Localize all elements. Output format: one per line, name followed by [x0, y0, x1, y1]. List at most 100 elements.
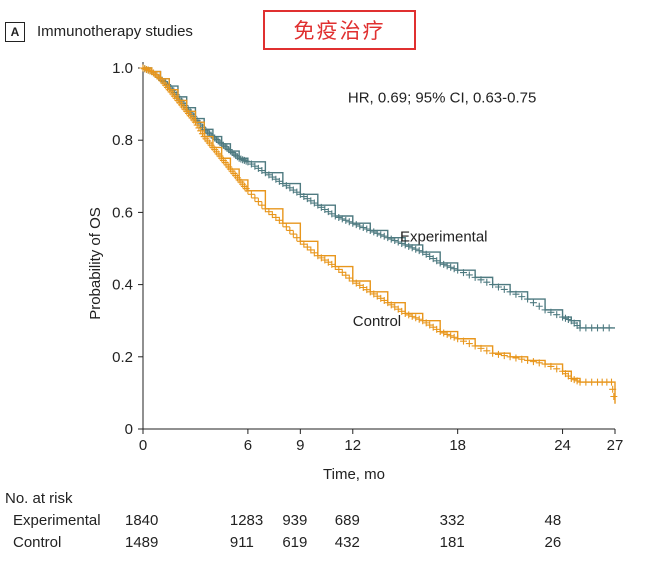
censor-mark-control — [303, 243, 311, 251]
censor-mark-control — [541, 360, 549, 368]
censor-mark-control — [518, 355, 526, 363]
censor-mark-experimental — [218, 140, 226, 148]
censor-mark-control — [471, 342, 479, 350]
censor-mark-experimental — [398, 239, 406, 247]
censor-mark-control — [553, 365, 561, 373]
censor-mark-experimental — [377, 231, 385, 239]
series-line-experimental — [143, 67, 615, 329]
censor-mark-control — [477, 344, 485, 352]
panel-letter: A — [5, 22, 25, 42]
censor-mark-experimental — [230, 150, 238, 158]
censor-mark-control — [197, 127, 205, 135]
censor-mark-experimental — [219, 141, 227, 149]
x-axis-label: Time, mo — [323, 466, 385, 483]
panel-title: Immunotherapy studies — [37, 23, 193, 40]
censor-mark-experimental — [494, 283, 502, 291]
censor-mark-experimental — [226, 147, 234, 155]
censor-mark-control — [268, 211, 276, 219]
censor-mark-experimental — [204, 128, 212, 136]
series-label-control: Control — [353, 313, 401, 330]
censor-mark-control — [247, 190, 255, 198]
censor-mark-control — [279, 219, 287, 227]
censor-mark-control — [547, 362, 555, 370]
series-label-experimental: Experimental — [400, 228, 488, 245]
hr-annotation: HR, 0.69; 95% CI, 0.63-0.75 — [348, 89, 536, 106]
censor-mark-experimental — [518, 293, 526, 301]
censor-mark-experimental — [559, 313, 567, 321]
censor-mark-experimental — [412, 245, 420, 253]
censor-mark-experimental — [415, 247, 423, 255]
censor-mark-experimental — [373, 229, 381, 237]
censor-mark-control — [489, 349, 497, 357]
censor-mark-control — [450, 333, 458, 341]
censor-mark-control — [447, 332, 455, 340]
censor-mark-control — [254, 198, 262, 206]
y-tick-label: 0 — [125, 421, 133, 438]
censor-mark-experimental — [235, 154, 243, 162]
censor-mark-control — [609, 385, 617, 393]
risk-value-experimental: 1283 — [229, 512, 264, 529]
risk-value-control: 619 — [282, 534, 308, 551]
censor-mark-control — [454, 335, 462, 343]
censor-mark-control — [195, 124, 203, 132]
censor-mark-experimental — [366, 226, 374, 234]
censor-mark-experimental — [380, 232, 388, 240]
censor-mark-control — [443, 330, 451, 338]
censor-mark-control — [261, 205, 269, 213]
series-line-control — [143, 67, 616, 404]
censor-mark-control — [153, 72, 161, 80]
censor-mark-control — [198, 130, 206, 138]
censor-mark-experimental — [345, 218, 353, 226]
censor-mark-experimental — [459, 269, 467, 277]
censor-mark-control — [331, 263, 339, 271]
censor-mark-experimental — [405, 242, 413, 250]
x-tick-label: 18 — [449, 437, 466, 454]
censor-mark-experimental — [401, 241, 409, 249]
risk-value-experimental: 689 — [334, 512, 360, 529]
risk-value-experimental: 332 — [439, 512, 465, 529]
x-tick-label: 24 — [554, 437, 571, 454]
censor-mark-control — [149, 69, 157, 77]
risk-value-control: 26 — [544, 534, 562, 551]
risk-value-control: 181 — [439, 534, 465, 551]
censor-mark-control — [608, 378, 616, 386]
censor-mark-experimental — [512, 290, 520, 298]
y-tick-label: 0.6 — [112, 204, 133, 221]
censor-mark-control — [151, 70, 159, 78]
censor-mark-experimental — [232, 151, 240, 159]
censor-mark-experimental — [529, 299, 537, 307]
censor-mark-control — [465, 340, 473, 348]
censor-mark-control — [342, 271, 350, 279]
censor-mark-experimental — [237, 155, 245, 163]
censor-mark-control — [300, 240, 308, 248]
censor-mark-experimental — [212, 135, 220, 143]
censor-mark-experimental — [443, 262, 451, 270]
censor-mark-control — [524, 356, 532, 364]
x-tick-label: 9 — [296, 437, 304, 454]
censor-mark-experimental — [221, 143, 229, 151]
censor-mark-experimental — [356, 222, 364, 230]
x-tick-label: 12 — [344, 437, 361, 454]
censor-mark-experimental — [465, 271, 473, 279]
censor-mark-control — [436, 328, 444, 336]
censor-mark-experimental — [440, 260, 448, 268]
y-tick-label: 0.8 — [112, 132, 133, 149]
censor-mark-control — [155, 73, 163, 81]
censor-mark-experimental — [477, 276, 485, 284]
censor-mark-experimental — [450, 265, 458, 273]
censor-mark-experimental — [394, 238, 402, 246]
censor-mark-experimental — [471, 273, 479, 281]
censor-mark-experimental — [214, 137, 222, 145]
censor-mark-control — [500, 352, 508, 360]
censor-mark-control — [275, 216, 283, 224]
censor-mark-experimental — [387, 235, 395, 243]
censor-mark-experimental — [352, 221, 360, 229]
censor-mark-experimental — [223, 144, 231, 152]
censor-mark-control — [286, 226, 294, 234]
censor-mark-control — [401, 309, 409, 317]
censor-mark-control — [265, 208, 273, 216]
censor-mark-control — [335, 265, 343, 273]
censor-mark-experimental — [216, 138, 224, 146]
censor-mark-control — [573, 377, 581, 385]
censor-mark-experimental — [447, 263, 455, 271]
